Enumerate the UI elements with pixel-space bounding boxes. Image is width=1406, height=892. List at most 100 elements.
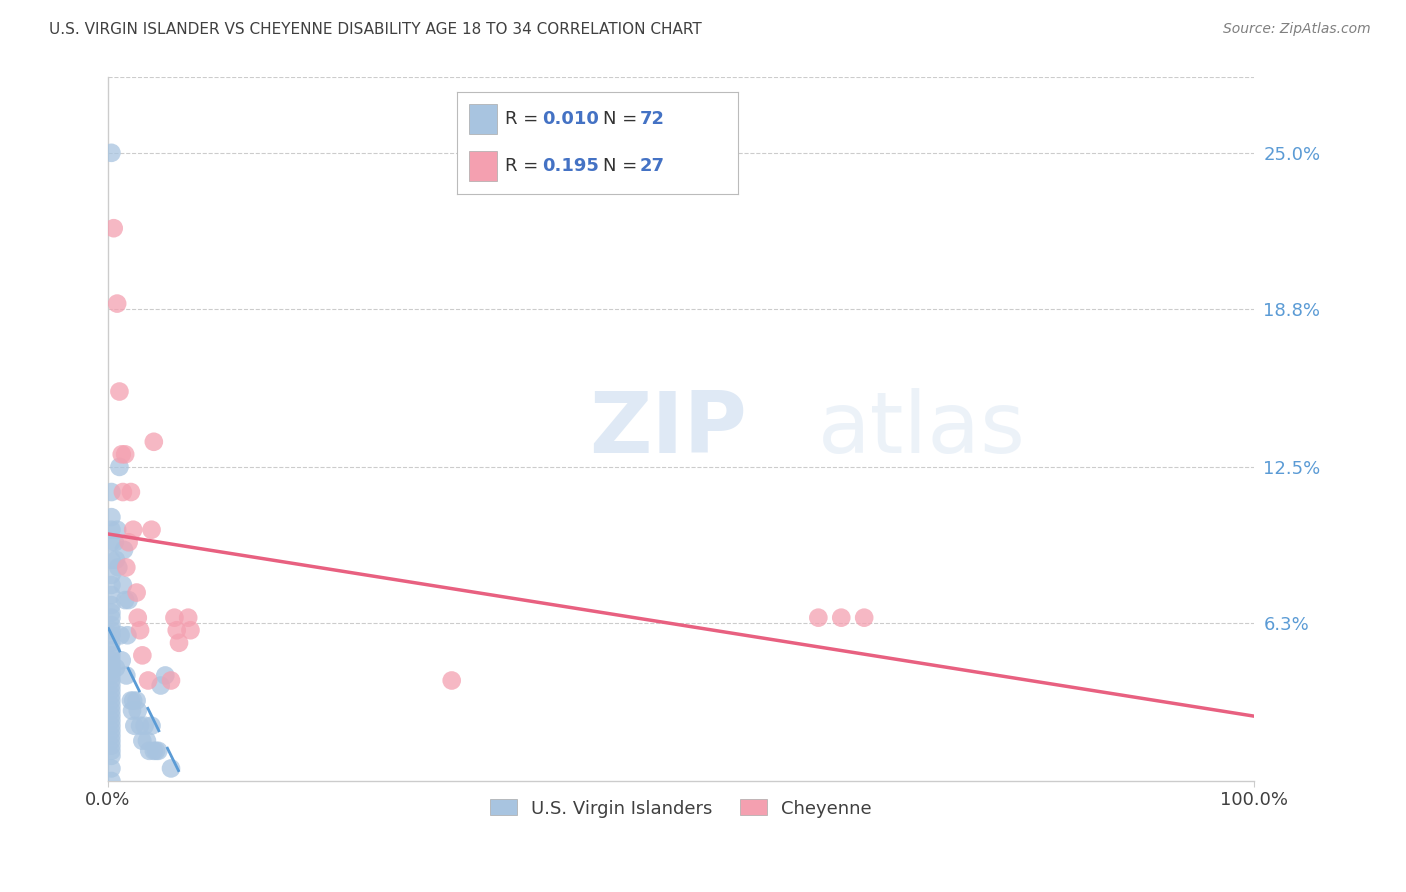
Point xyxy=(100,624,122,638)
Point xyxy=(131,648,153,663)
Point xyxy=(100,610,122,624)
Point xyxy=(100,643,122,657)
Point xyxy=(100,588,122,602)
Point xyxy=(134,719,156,733)
Point xyxy=(111,447,134,461)
Point xyxy=(100,648,122,663)
Text: Source: ZipAtlas.com: Source: ZipAtlas.com xyxy=(1223,22,1371,37)
Point xyxy=(120,485,142,500)
Point xyxy=(149,679,172,693)
Point xyxy=(166,624,188,638)
Point xyxy=(127,610,149,624)
Point xyxy=(115,560,138,574)
Point xyxy=(100,748,122,763)
Point xyxy=(440,673,463,688)
Point xyxy=(117,535,139,549)
Point xyxy=(100,729,122,743)
Point xyxy=(160,761,183,775)
Point xyxy=(148,744,170,758)
Point xyxy=(100,689,122,703)
Point xyxy=(100,698,122,713)
Text: atlas: atlas xyxy=(818,388,1026,471)
Point xyxy=(127,704,149,718)
Point xyxy=(104,535,127,549)
Point xyxy=(111,578,134,592)
Point xyxy=(100,774,122,789)
Point xyxy=(100,653,122,667)
Point xyxy=(136,673,159,688)
Point xyxy=(100,673,122,688)
Point xyxy=(100,606,122,620)
Point xyxy=(117,628,139,642)
Point xyxy=(100,628,122,642)
Point xyxy=(100,664,122,678)
Point xyxy=(125,693,148,707)
Point xyxy=(141,523,163,537)
Point xyxy=(163,610,186,624)
Point xyxy=(108,384,131,399)
Point xyxy=(121,704,143,718)
Point xyxy=(807,610,830,624)
Point xyxy=(100,683,122,698)
Point xyxy=(100,523,122,537)
Point xyxy=(107,560,129,574)
Point xyxy=(129,719,152,733)
Point xyxy=(100,535,122,549)
Point xyxy=(115,668,138,682)
Point xyxy=(100,658,122,673)
Point xyxy=(100,145,122,160)
Point xyxy=(100,668,122,682)
Point xyxy=(122,693,145,707)
Point xyxy=(100,679,122,693)
Point xyxy=(124,719,146,733)
Point xyxy=(138,744,160,758)
Point xyxy=(100,704,122,718)
Text: ZIP: ZIP xyxy=(589,388,747,471)
Point xyxy=(100,693,122,707)
Point xyxy=(177,610,200,624)
Point xyxy=(100,510,122,524)
Point xyxy=(129,624,152,638)
Point xyxy=(160,673,183,688)
Point xyxy=(105,296,128,310)
Point xyxy=(100,723,122,738)
Point xyxy=(100,744,122,758)
Point xyxy=(179,624,201,638)
Point xyxy=(100,733,122,747)
Point xyxy=(100,598,122,612)
Point xyxy=(110,628,132,642)
Point xyxy=(830,610,852,624)
Text: U.S. VIRGIN ISLANDER VS CHEYENNE DISABILITY AGE 18 TO 34 CORRELATION CHART: U.S. VIRGIN ISLANDER VS CHEYENNE DISABIL… xyxy=(49,22,702,37)
Point xyxy=(114,447,136,461)
Point xyxy=(120,693,142,707)
Point xyxy=(122,523,145,537)
Point xyxy=(125,585,148,599)
Point xyxy=(105,523,128,537)
Point xyxy=(111,653,134,667)
Point xyxy=(103,221,125,235)
Point xyxy=(112,542,135,557)
Point xyxy=(100,485,122,500)
Point xyxy=(100,568,122,582)
Point xyxy=(100,719,122,733)
Point xyxy=(117,593,139,607)
Point xyxy=(142,744,165,758)
Point xyxy=(100,553,122,567)
Point xyxy=(114,593,136,607)
Point xyxy=(141,719,163,733)
Point xyxy=(167,636,190,650)
Point xyxy=(136,733,159,747)
Point xyxy=(145,744,167,758)
Point xyxy=(100,618,122,632)
Point xyxy=(131,733,153,747)
Point xyxy=(853,610,876,624)
Point xyxy=(100,739,122,753)
Point xyxy=(111,485,134,500)
Point xyxy=(100,714,122,728)
Point xyxy=(142,434,165,449)
Point xyxy=(105,553,128,567)
Point xyxy=(100,708,122,723)
Legend: U.S. Virgin Islanders, Cheyenne: U.S. Virgin Islanders, Cheyenne xyxy=(482,792,879,825)
Point xyxy=(100,761,122,775)
Point xyxy=(100,578,122,592)
